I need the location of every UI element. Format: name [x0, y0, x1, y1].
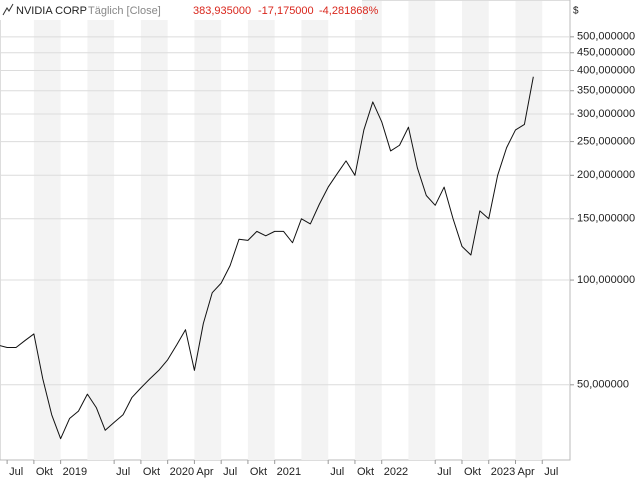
x-tick-label: Jul: [9, 466, 23, 478]
y-tick-label: 250,000000: [577, 135, 635, 147]
quarter-band: [247, 1, 275, 460]
chart-title: NVIDIA CORP: [16, 5, 87, 17]
x-tick-label: Okt: [357, 466, 374, 478]
x-tick-label: Jul: [437, 466, 451, 478]
quarter-band: [515, 1, 543, 460]
quarter-band: [354, 1, 382, 460]
x-tick-label: Jul: [544, 466, 558, 478]
header-bg: [0, 0, 362, 20]
y-tick-label: 500,000000: [577, 31, 635, 43]
x-tick-label: Okt: [143, 466, 160, 478]
quarter-band: [87, 1, 115, 460]
price-change: -17,175000: [258, 5, 314, 17]
x-tick-label: Okt: [250, 466, 267, 478]
last-price: 383,935000: [193, 5, 251, 17]
y-tick-label: 100,000000: [577, 274, 635, 286]
x-tick-label: Okt: [464, 466, 481, 478]
chart-subtitle: Täglich [Close]: [88, 5, 161, 17]
x-tick-label: Apr: [196, 466, 213, 478]
y-tick-label: 400,000000: [577, 64, 635, 76]
x-tick-label: Jul: [116, 466, 130, 478]
x-tick-label: 2021: [277, 466, 301, 478]
x-tick-label: 2023: [491, 466, 515, 478]
x-tick-label: Okt: [36, 466, 53, 478]
quarter-band: [140, 1, 168, 460]
y-tick-label: 300,000000: [577, 108, 635, 120]
x-tick-label: 2022: [384, 466, 408, 478]
quarter-band: [33, 1, 61, 460]
y-tick-label: 200,000000: [577, 169, 635, 181]
y-tick-label: 350,000000: [577, 85, 635, 97]
price-line: [0, 76, 534, 440]
quarter-band: [194, 1, 222, 460]
price-change-pct: -4,281868%: [319, 5, 379, 17]
y-tick-label: 50,000000: [577, 379, 629, 391]
quarter-band: [301, 1, 329, 460]
quarter-band: [408, 1, 436, 460]
x-tick-label: Jul: [223, 466, 237, 478]
x-tick-label: Apr: [517, 466, 534, 478]
x-tick-label: 2019: [63, 466, 87, 478]
y-tick-label: 150,000000: [577, 213, 635, 225]
y-axis-label: $: [573, 6, 579, 17]
x-tick-label: Jul: [330, 466, 344, 478]
y-tick-label: 450,000000: [577, 47, 635, 59]
x-tick-label: 2020: [170, 466, 194, 478]
line-icon: [2, 3, 14, 16]
